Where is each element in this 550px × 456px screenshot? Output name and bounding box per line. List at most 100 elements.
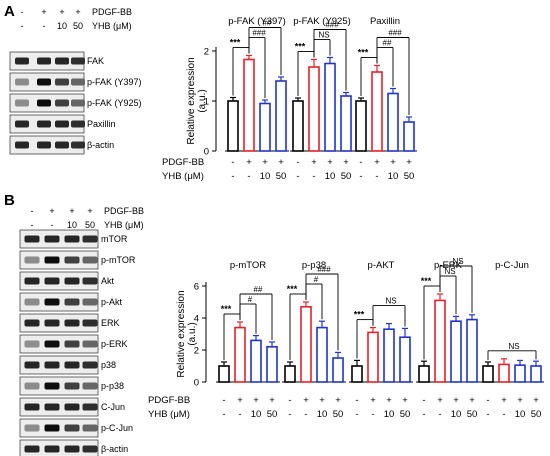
bar bbox=[466, 318, 478, 383]
blot-yhb-sign: - bbox=[31, 220, 34, 230]
yhb-sign: 50 bbox=[400, 409, 411, 420]
significance-label: NS bbox=[452, 257, 463, 266]
group-title: p-mTOR bbox=[230, 260, 266, 271]
significance-label: # bbox=[248, 295, 253, 304]
pdgf-sign: + bbox=[278, 157, 284, 168]
panel-letter-a: A bbox=[4, 3, 15, 20]
pdgf-sign: + bbox=[253, 395, 259, 406]
yhb-sign: 50 bbox=[531, 409, 542, 420]
pdgf-sign: - bbox=[288, 395, 291, 406]
blot-yhb-sign: 10 bbox=[57, 21, 67, 31]
pdgf-sign: - bbox=[355, 395, 358, 406]
blot-band bbox=[71, 99, 85, 107]
yhb-sign: - bbox=[438, 409, 441, 420]
blot-band bbox=[37, 141, 51, 149]
blot-band bbox=[24, 361, 40, 369]
blot-label: p-C-Jun bbox=[101, 423, 133, 433]
bar bbox=[324, 62, 336, 152]
blot-label: p-FAK (Y397) bbox=[87, 77, 142, 87]
pdgf-sign: + bbox=[469, 395, 475, 406]
yhb-sign: - bbox=[371, 409, 374, 420]
y-tick-label-a: 1 bbox=[204, 97, 209, 108]
blot-label: C-Jun bbox=[101, 402, 125, 412]
bar bbox=[340, 95, 352, 152]
significance-label: ## bbox=[263, 19, 272, 28]
blot-band bbox=[55, 78, 69, 86]
blot-band bbox=[71, 141, 85, 149]
bar bbox=[387, 92, 399, 152]
bar bbox=[367, 331, 379, 383]
blot-band bbox=[24, 319, 40, 327]
blot-band bbox=[82, 382, 98, 390]
pdgf-sign: - bbox=[231, 157, 234, 168]
bar bbox=[403, 121, 415, 152]
yhb-sign: - bbox=[304, 409, 307, 420]
blot-label: Paxillin bbox=[87, 119, 116, 129]
blot-yhb-sign: 50 bbox=[73, 21, 83, 31]
blot-yhb-label: YHB (μM) bbox=[92, 21, 132, 31]
bar bbox=[514, 364, 526, 383]
yhb-sign: - bbox=[312, 171, 315, 182]
significance-label: NS bbox=[318, 31, 329, 40]
blot-band bbox=[24, 340, 40, 348]
blot-band bbox=[15, 141, 29, 149]
y-tick-label-b: 2 bbox=[194, 346, 199, 357]
significance-label: *** bbox=[221, 304, 232, 314]
blot-band bbox=[44, 382, 60, 390]
blot-pdgf-sign: + bbox=[41, 7, 46, 17]
pdgf-sign: + bbox=[246, 157, 252, 168]
blot-label: Akt bbox=[101, 276, 115, 286]
pdgf-sign: + bbox=[402, 395, 408, 406]
significance-label: ## bbox=[383, 39, 392, 48]
blot-label: p-Akt bbox=[101, 297, 123, 307]
yhb-sign: - bbox=[231, 171, 234, 182]
blot-label: mTOR bbox=[101, 234, 128, 244]
blot-label: p38 bbox=[101, 360, 116, 370]
pdgf-sign: - bbox=[422, 395, 425, 406]
blot-band bbox=[64, 361, 80, 369]
blot-band bbox=[55, 141, 69, 149]
blot-band bbox=[64, 445, 80, 453]
blot-band bbox=[37, 57, 51, 65]
bar bbox=[316, 326, 328, 383]
bar bbox=[530, 365, 542, 383]
pdgf-sign: + bbox=[269, 395, 275, 406]
pdgf-sign: + bbox=[335, 395, 341, 406]
y-tick-label-a: 0 bbox=[204, 147, 209, 158]
blot-band bbox=[44, 361, 60, 369]
bar bbox=[275, 80, 287, 152]
y-axis-label-b: Relative expression bbox=[176, 290, 187, 377]
yhb-sign: - bbox=[355, 409, 358, 420]
blot-band bbox=[24, 403, 40, 411]
group-title: p-AKT bbox=[368, 260, 395, 271]
bar bbox=[434, 299, 446, 383]
blot-pdgf-sign: + bbox=[49, 206, 54, 216]
blot-band bbox=[24, 298, 40, 306]
significance-label: *** bbox=[354, 310, 365, 320]
bar bbox=[498, 363, 510, 383]
blot-label: FAK bbox=[87, 56, 104, 66]
yhb-sign: - bbox=[502, 409, 505, 420]
blot-band bbox=[44, 319, 60, 327]
blot-band bbox=[82, 277, 98, 285]
blot-pdgf-sign: - bbox=[21, 7, 24, 17]
pdgf-sign: - bbox=[486, 395, 489, 406]
pdgf-sign: + bbox=[319, 395, 325, 406]
blot-yhb-sign: - bbox=[21, 21, 24, 31]
significance-label: ### bbox=[252, 29, 266, 38]
bar bbox=[371, 71, 383, 152]
blot-band bbox=[64, 403, 80, 411]
group-title: p-p38 bbox=[302, 260, 326, 271]
blot-band bbox=[24, 445, 40, 453]
significance-label: ## bbox=[254, 285, 263, 294]
bar bbox=[234, 326, 246, 383]
blot-band bbox=[24, 424, 40, 432]
significance-label: *** bbox=[295, 42, 306, 52]
blot-band bbox=[82, 361, 98, 369]
pdgf-sign: + bbox=[343, 157, 349, 168]
significance-label: NS bbox=[444, 267, 455, 276]
pdgf-sign: + bbox=[501, 395, 507, 406]
group-title: p-FAK (Y925) bbox=[293, 16, 351, 27]
yhb-sign: 50 bbox=[404, 171, 415, 182]
